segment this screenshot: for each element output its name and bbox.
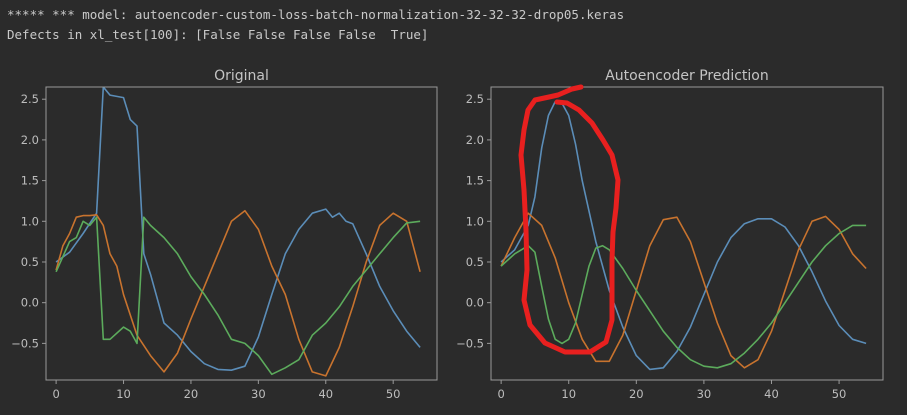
series-line-0 xyxy=(500,100,867,371)
x-tick-label: 40 xyxy=(764,387,779,401)
y-tick-label: 2.5 xyxy=(466,92,484,106)
y-tick-label: 2.5 xyxy=(21,92,39,106)
plot-autoencoder-prediction: Autoencoder Prediction 0 10 20 30 40 50 −0.5 0.0… xyxy=(456,68,884,401)
series-line-0 xyxy=(55,87,421,372)
y-tick-label: 1.5 xyxy=(21,174,39,188)
y-tick-label: −0.5 xyxy=(456,336,484,350)
x-tick-label: 0 xyxy=(497,387,504,401)
x-tick-label: 50 xyxy=(832,387,847,401)
y-tick-label: 2.0 xyxy=(21,133,39,147)
chart-title: Autoencoder Prediction xyxy=(605,68,769,84)
x-tick-label: 50 xyxy=(386,387,401,401)
y-tick-label: 0.5 xyxy=(21,255,39,269)
x-tick-label: 20 xyxy=(629,387,644,401)
y-tick-label: −0.5 xyxy=(11,336,39,350)
x-tick-label: 0 xyxy=(52,387,59,401)
x-tick-label: 40 xyxy=(318,387,333,401)
plot-frame xyxy=(45,86,438,381)
console-output: ***** *** model: autoencoder-custom-loss… xyxy=(7,5,624,45)
chart-title: Original xyxy=(214,68,269,84)
y-tick-label: 1.0 xyxy=(466,214,484,228)
series-line-2 xyxy=(55,216,421,376)
red-circle-annotation xyxy=(518,84,621,355)
series-line-1 xyxy=(500,212,867,369)
y-tick-label: 0.0 xyxy=(21,296,39,310)
y-tick-label: 1.5 xyxy=(466,174,484,188)
console-model-line: ***** *** model: autoencoder-custom-loss… xyxy=(7,7,625,22)
y-tick-label: 1.0 xyxy=(21,214,39,228)
series-line-1 xyxy=(55,209,421,377)
y-tick-label: 0.0 xyxy=(466,296,484,310)
plot-original: Original 0 10 20 30 40 50 −0.5 0.0 0.5 1.0 1.5 2.0 2.… xyxy=(11,68,438,401)
console-defects-line: Defects in xl_test[100]: [False False Fa… xyxy=(7,27,429,42)
series-line-2 xyxy=(500,224,867,369)
x-tick-label: 30 xyxy=(697,387,712,401)
x-tick-label: 20 xyxy=(184,387,199,401)
plot-frame xyxy=(490,86,884,381)
y-tick-label: 0.5 xyxy=(466,255,484,269)
x-tick-label: 30 xyxy=(251,387,266,401)
x-tick-label: 10 xyxy=(116,387,131,401)
x-tick-label: 10 xyxy=(561,387,576,401)
y-tick-label: 2.0 xyxy=(466,133,484,147)
